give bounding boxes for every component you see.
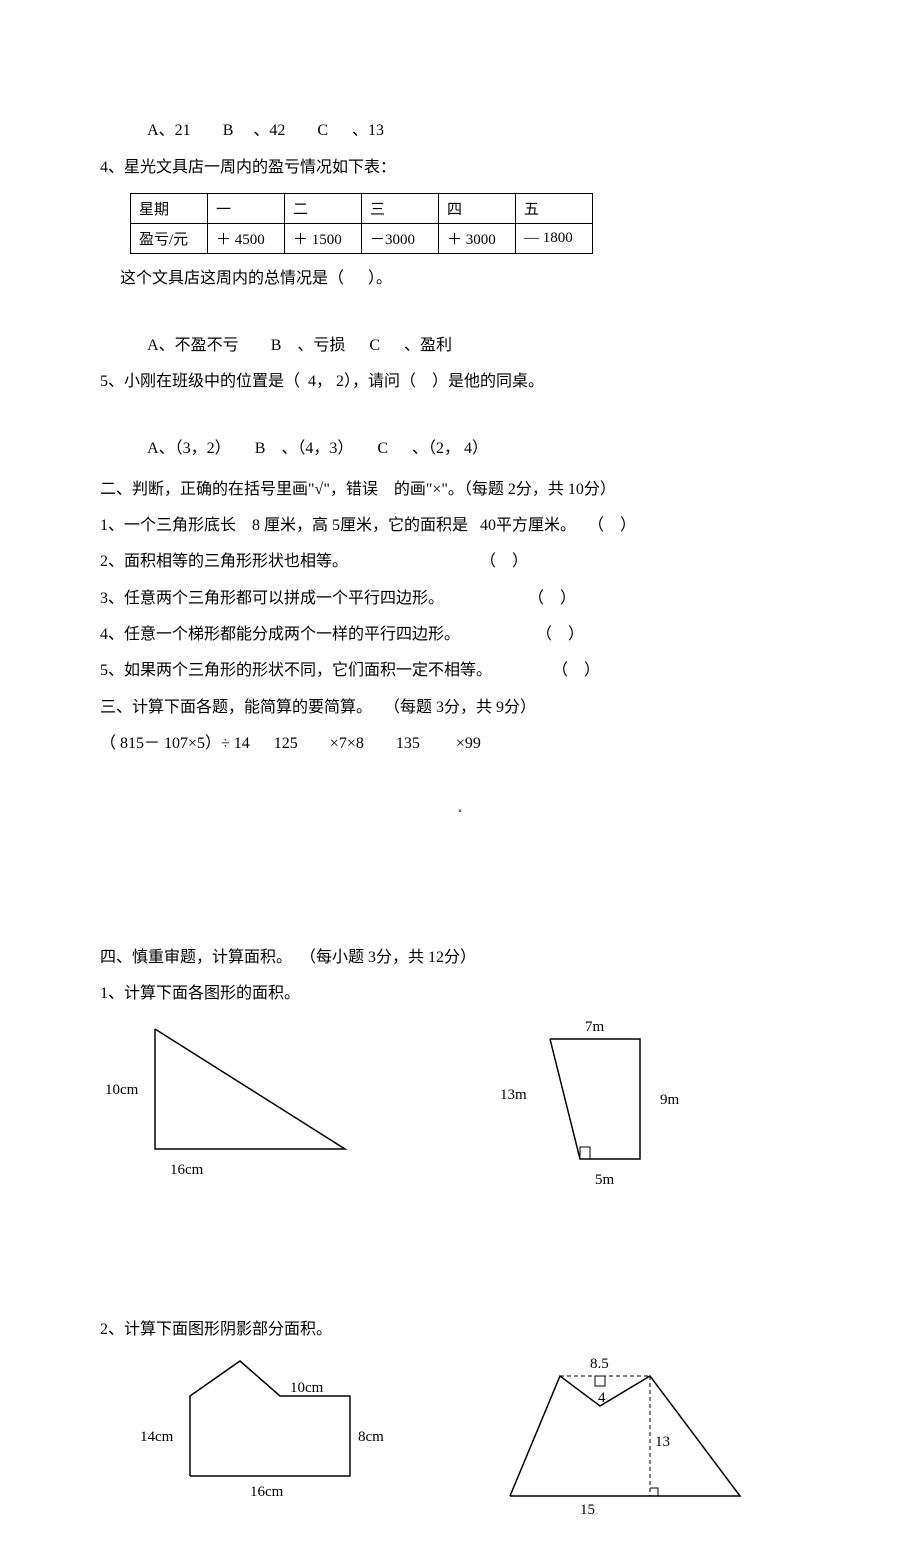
figb-mid-label: 4: [598, 1390, 606, 1406]
q5-options: A、（3，2） B 、（4，3） C 、（2， 4）: [100, 404, 820, 465]
q4-opt-c: C 、盈利: [369, 337, 452, 354]
figb-right-label: 13: [655, 1434, 670, 1450]
triangle-figure: 10cm 16cm: [100, 1019, 360, 1189]
trap-left-label: 13m: [500, 1087, 527, 1103]
sec4-sub1: 1、计算下面各图形的面积。: [100, 979, 820, 1009]
q4-after: 这个文具店这周内的总情况是（ ）。: [100, 264, 820, 294]
figb-top-label: 8.5: [590, 1356, 609, 1372]
td-1: ＋ 4500: [208, 224, 285, 254]
sec2-title: 二、判断，正确的在括号里画"√"，错误 的画"×"。（每题 2分，共 10分）: [100, 475, 820, 505]
table-row: 星期 一 二 三 四 五: [131, 194, 593, 224]
sec4-title: 四、慎重审题，计算面积。 （每小题 3分，共 12分）: [100, 943, 820, 973]
dot-separator: ▪: [100, 806, 820, 817]
td-4: ＋ 3000: [439, 224, 516, 254]
table-row: 盈亏/元 ＋ 4500 ＋ 1500 －3000 ＋ 3000 — 1800: [131, 224, 593, 254]
q4-stem: 4、星光文具店一周内的盈亏情况如下表：: [100, 153, 820, 183]
sec2-item-1: 1、一个三角形底长 8 厘米，高 5厘米，它的面积是 40平方厘米。 （ ）: [100, 511, 820, 541]
q5-opt-c: C 、（2， 4）: [377, 440, 488, 457]
sec2-item-4: 4、任意一个梯形都能分成两个一样的平行四边形。 （ ）: [100, 620, 820, 650]
sec2-item-2: 2、面积相等的三角形形状也相等。 （ ）: [100, 547, 820, 577]
q5-opt-b: B 、（4，3）: [255, 440, 354, 457]
th-0: 星期: [131, 194, 208, 224]
figa-top-label: 10cm: [290, 1380, 324, 1396]
sec3-title: 三、计算下面各题，能简算的要简算。 （每题 3分，共 9分）: [100, 693, 820, 723]
q4-options: A、不盈不亏 B 、亏损 C 、盈利: [100, 301, 820, 362]
trap-top-label: 7m: [585, 1019, 605, 1035]
th-4: 四: [439, 194, 516, 224]
q5-stem: 5、小刚在班级中的位置是（ 4， 2），请问（ ）是他的同桌。: [100, 367, 820, 397]
td-3: －3000: [362, 224, 439, 254]
q4-opt-b: B 、亏损: [271, 337, 346, 354]
th-1: 一: [208, 194, 285, 224]
q4-opt-a: A、不盈不亏: [147, 337, 239, 354]
figb-bottom-label: 15: [580, 1502, 595, 1518]
td-0: 盈亏/元: [131, 224, 208, 254]
td-2: ＋ 1500: [285, 224, 362, 254]
q5-opt-a: A、（3，2）: [147, 440, 231, 457]
th-2: 二: [285, 194, 362, 224]
trap-right-label: 9m: [660, 1092, 680, 1108]
q3-opt-b: B 、42: [223, 122, 286, 139]
figa-left-label: 14cm: [140, 1429, 174, 1445]
q3-opt-a: A、21: [147, 122, 191, 139]
trapezoid-figure: 7m 13m 9m 5m: [500, 1019, 720, 1209]
q3-opt-c: C 、13: [317, 122, 384, 139]
th-3: 三: [362, 194, 439, 224]
figa-right-label: 8cm: [358, 1429, 384, 1445]
th-5: 五: [516, 194, 593, 224]
trap-bottom-label: 5m: [595, 1172, 615, 1188]
figa-bottom-label: 16cm: [250, 1484, 284, 1500]
tri-base-label: 16cm: [170, 1162, 204, 1178]
sec2-item-5: 5、如果两个三角形的形状不同，它们面积一定不相等。 （ ）: [100, 656, 820, 686]
q3-options: A、21 B 、42 C 、13: [100, 86, 820, 147]
figure-b: 8.5 4 13 15: [500, 1356, 760, 1516]
sec4-sub2: 2、计算下面图形阴影部分面积。: [100, 1315, 820, 1345]
tri-height-label: 10cm: [105, 1082, 139, 1098]
sec2-item-3: 3、任意两个三角形都可以拼成一个平行四边形。 （ ）: [100, 584, 820, 614]
td-5: — 1800: [516, 224, 593, 254]
sec3-expr: （ 815－ 107×5）÷ 14 125 ×7×8 135 ×99: [100, 729, 820, 759]
figure-a: 10cm 14cm 8cm 16cm: [140, 1356, 380, 1506]
profit-table: 星期 一 二 三 四 五 盈亏/元 ＋ 4500 ＋ 1500 －3000 ＋ …: [130, 193, 593, 254]
